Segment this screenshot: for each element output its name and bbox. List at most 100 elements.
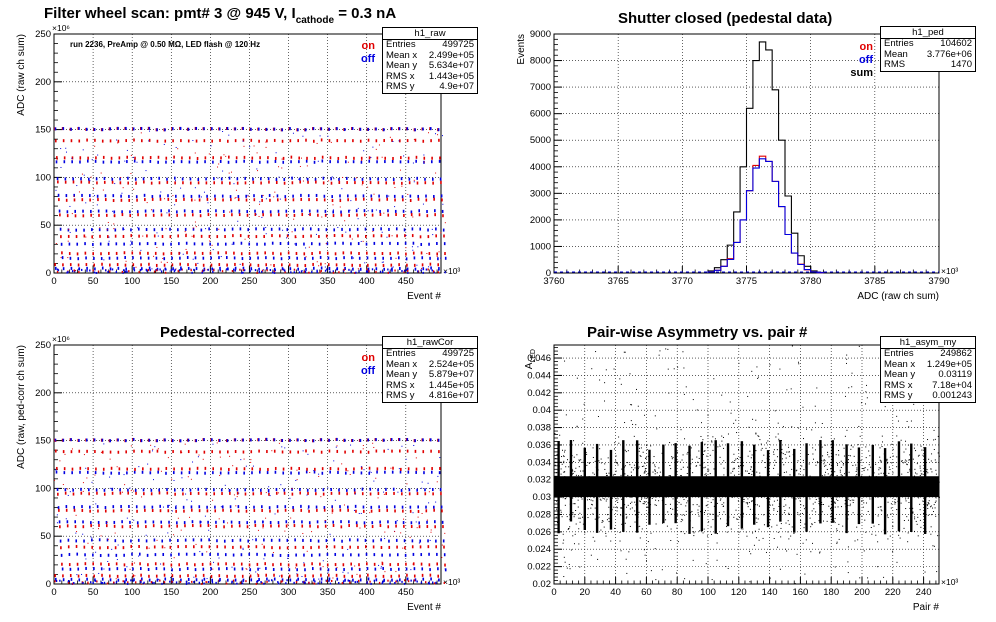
off-point — [301, 209, 303, 213]
asym-point — [650, 532, 652, 534]
off-point — [196, 160, 199, 164]
asym-point — [723, 489, 725, 491]
on-point — [243, 467, 246, 471]
asym-point — [572, 472, 574, 474]
off-point — [198, 505, 201, 509]
off-point — [393, 505, 396, 509]
off-point — [261, 505, 263, 509]
on-point — [349, 234, 351, 238]
asym-point — [676, 451, 678, 453]
baseline-point — [427, 581, 430, 584]
on-point — [322, 492, 325, 496]
asym-point — [753, 477, 755, 479]
off-point — [221, 194, 224, 198]
off-point — [120, 504, 122, 508]
on-point — [205, 181, 208, 185]
on-point — [178, 563, 180, 567]
y-tick-label: 0.036 — [527, 440, 551, 451]
asym-point — [839, 469, 841, 471]
x-tick-label: 3760 — [543, 276, 564, 287]
asym-point — [578, 475, 580, 477]
baseline-point — [135, 581, 137, 584]
off-point — [298, 160, 300, 164]
off-point — [207, 520, 209, 524]
asym-point — [848, 454, 850, 456]
asym-point — [889, 456, 891, 458]
scatter-point — [107, 221, 109, 223]
asym-point — [726, 519, 728, 521]
scatter-point — [69, 205, 71, 207]
on-point — [431, 467, 433, 471]
scatter-point — [134, 575, 136, 577]
scatter-point — [354, 565, 356, 567]
on-point — [442, 525, 444, 529]
on-point — [183, 197, 185, 201]
scatter-point — [130, 173, 132, 175]
baseline-point — [225, 582, 228, 585]
asym-point — [625, 517, 627, 519]
scatter-point — [299, 165, 301, 167]
asym-point — [665, 503, 667, 505]
off-point — [406, 438, 409, 442]
on-point — [380, 545, 383, 549]
off-point — [85, 438, 88, 442]
on-point — [433, 197, 435, 201]
off-point — [327, 568, 330, 572]
on-point — [346, 181, 348, 185]
asym-point — [689, 514, 691, 516]
on-point — [343, 263, 346, 267]
off-point — [218, 567, 220, 571]
asym-spike — [857, 447, 861, 525]
off-point — [398, 438, 401, 442]
off-point — [429, 256, 431, 260]
off-point — [287, 241, 290, 245]
scatter-point — [191, 500, 193, 502]
scatter-point — [362, 240, 364, 242]
off-point — [132, 127, 135, 131]
asym-point — [889, 535, 891, 537]
asym-point — [633, 479, 635, 481]
scatter-point — [337, 227, 339, 229]
on-point — [105, 524, 108, 528]
off-point — [133, 267, 135, 271]
asym-point — [600, 481, 602, 483]
x-tick-label: 180 — [823, 587, 839, 598]
off-point — [62, 127, 65, 131]
scatter-point — [327, 571, 329, 573]
asym-point — [716, 481, 718, 483]
asym-point — [669, 475, 671, 477]
asym-point — [638, 450, 640, 452]
scatter-point — [394, 206, 396, 208]
asym-point — [570, 472, 572, 474]
asym-point — [586, 464, 588, 466]
scatter-point — [142, 272, 144, 274]
on-point — [436, 562, 438, 566]
asym-point — [579, 512, 581, 514]
asym-point — [812, 447, 814, 449]
on-point — [59, 525, 61, 529]
asym-point — [727, 494, 729, 496]
x-tick-label: 120 — [731, 587, 747, 598]
on-point — [229, 491, 231, 495]
asym-point — [613, 480, 615, 482]
scatter-point — [327, 487, 329, 489]
asym-point — [881, 510, 883, 512]
baseline-point — [201, 582, 203, 585]
asym-point — [881, 485, 883, 487]
on-point — [163, 263, 166, 267]
asym-point — [616, 500, 618, 502]
asym-point — [764, 483, 766, 485]
asym-point — [872, 497, 874, 499]
asym-point — [862, 506, 864, 508]
asym-point — [716, 542, 718, 544]
asym-point — [822, 520, 824, 522]
asym-point — [772, 451, 774, 453]
off-point — [257, 438, 260, 442]
on-point — [378, 509, 381, 513]
scatter-point — [291, 231, 293, 233]
on-point — [185, 234, 187, 238]
off-point — [253, 505, 255, 509]
baseline-point — [207, 268, 209, 271]
on-point — [204, 466, 207, 470]
asym-point — [840, 466, 842, 468]
